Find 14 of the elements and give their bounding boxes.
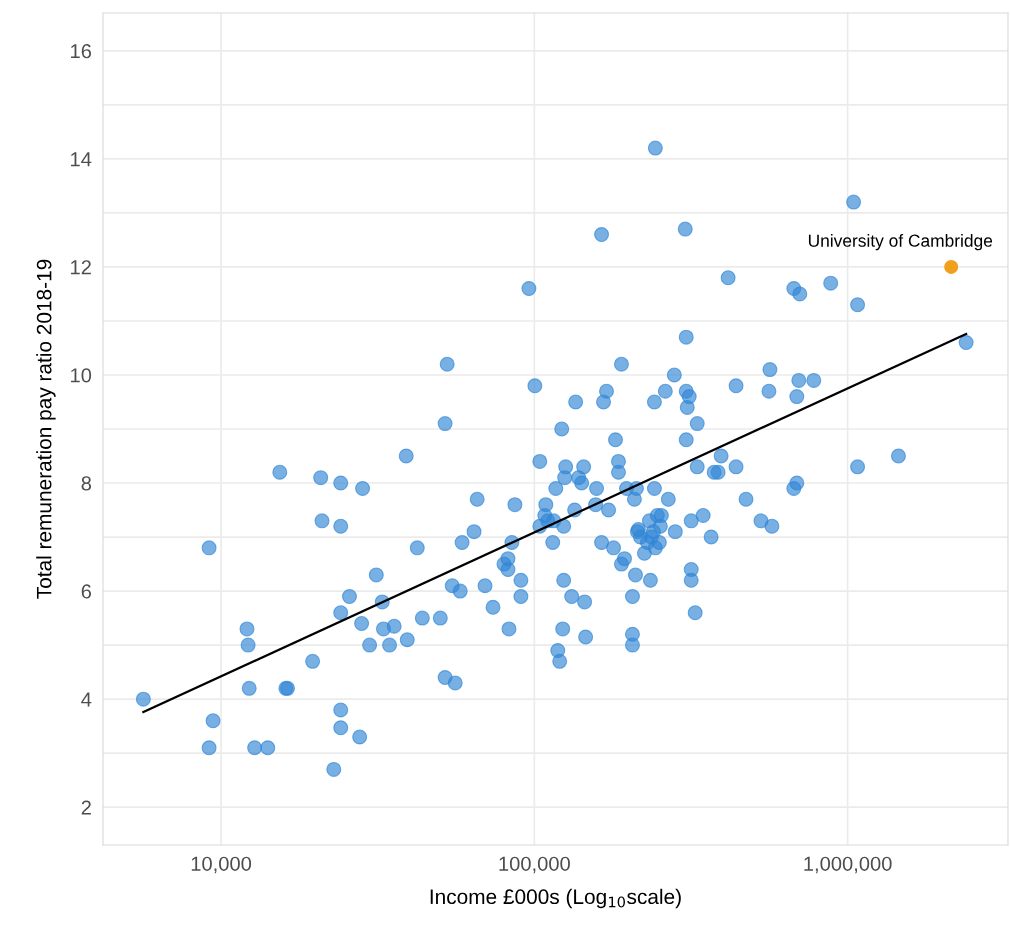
y-tick-label: 14 [71, 152, 92, 167]
x-tick-label: 100,000 [499, 856, 570, 874]
x-axis-title: Income £000s (Log$_{10}$scale) [430, 888, 681, 909]
y-tick-label: 6 [81, 584, 92, 599]
y-tick-label: 10 [71, 368, 92, 383]
x-tick-label: 1,000,000 [804, 856, 892, 874]
annotation: University of Cambridge [808, 234, 993, 251]
y-tick-label: 16 [71, 44, 92, 59]
y-axis-title: Total remuneration pay ratio 2018-19 [36, 259, 56, 599]
y-tick-label: 8 [81, 476, 92, 491]
y-tick-label: 4 [81, 692, 92, 707]
y-tick-label: 2 [81, 800, 91, 815]
y-tick-label: 12 [71, 260, 91, 275]
x-tick-label: 10,000 [191, 856, 252, 874]
